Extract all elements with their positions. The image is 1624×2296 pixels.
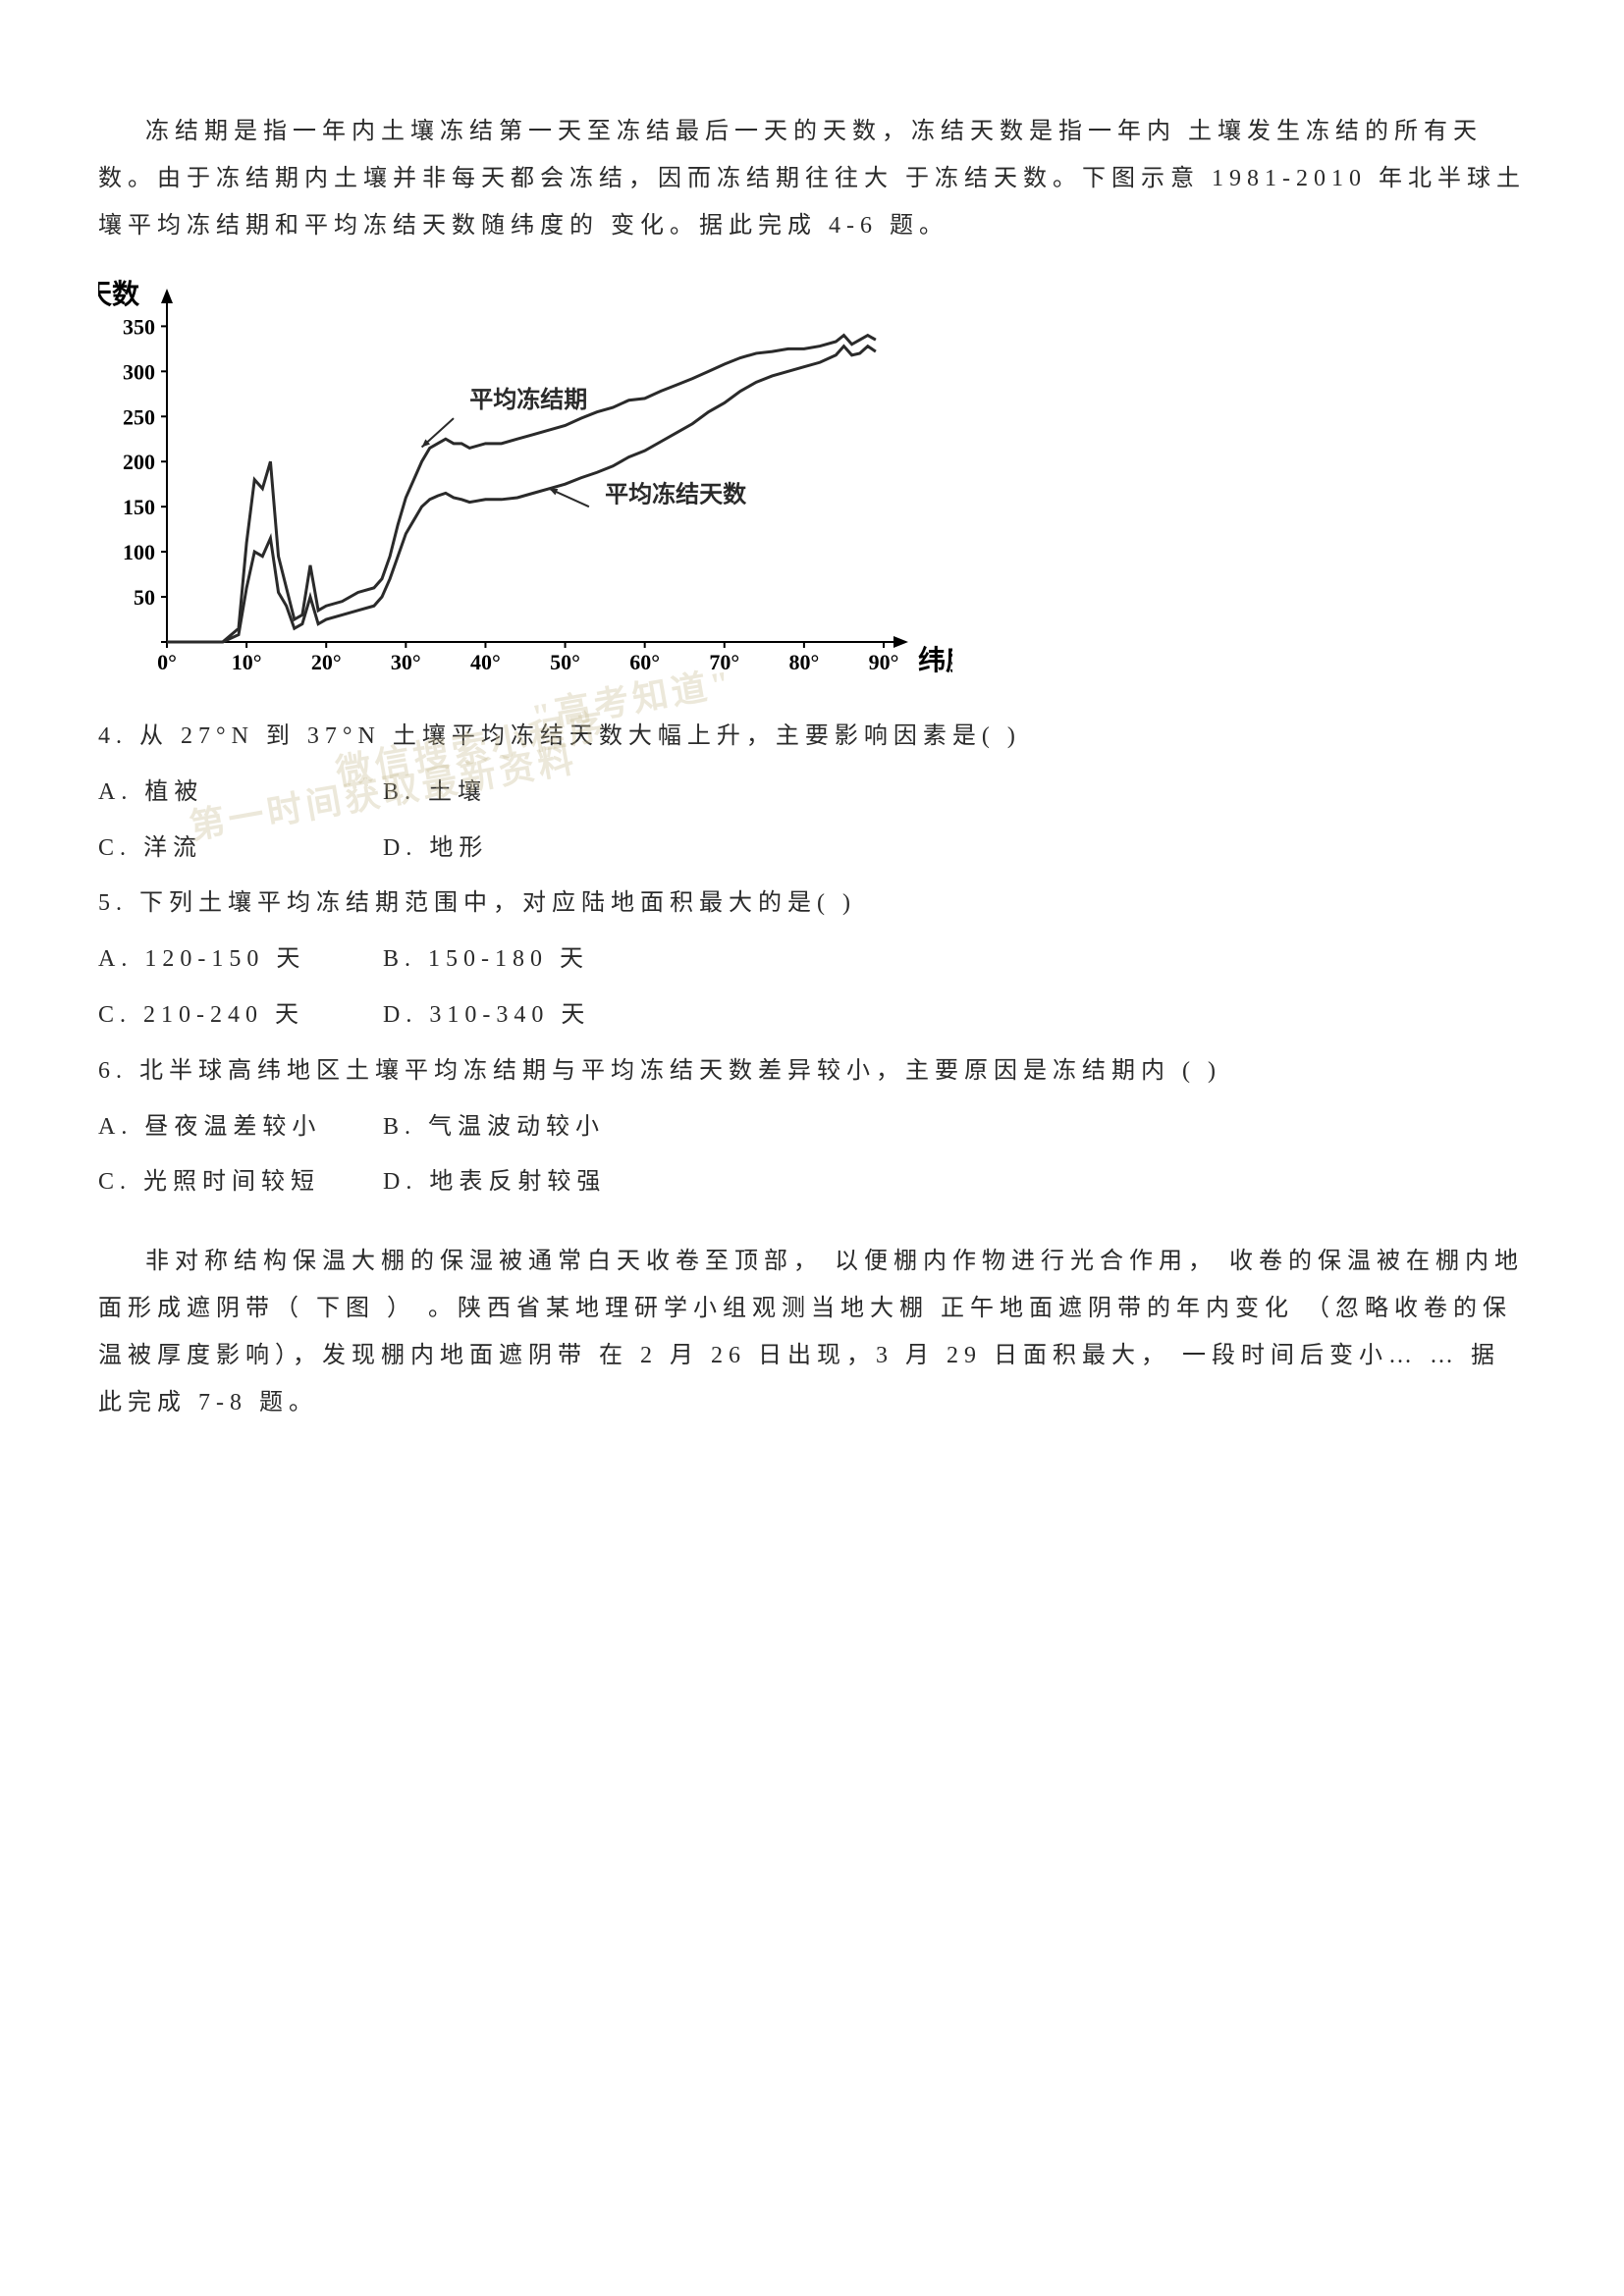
q5-optD: D. 310-340 天 — [383, 989, 590, 1041]
svg-text:80°: 80° — [788, 650, 819, 674]
q4-optA: A. 植被 — [98, 767, 353, 819]
q5-row2: C. 210-240 天 D. 310-340 天 — [98, 989, 1526, 1041]
q5-optB: B. 150-180 天 — [383, 934, 589, 986]
q4-optD: D. 地形 — [383, 823, 488, 875]
svg-text:350: 350 — [123, 314, 155, 339]
svg-text:50: 50 — [134, 585, 155, 610]
svg-text:250: 250 — [123, 404, 155, 429]
q6-optA: A. 昼夜温差较小 — [98, 1101, 353, 1153]
q6-row2: C. 光照时间较短 D. 地表反射较强 — [98, 1156, 1526, 1208]
q5-optA: A. 120-150 天 — [98, 934, 353, 986]
svg-text:40°: 40° — [470, 650, 501, 674]
watermark-region: "高考知道" 微信搜索小程序 第一时间获取最新资料 4. 从 27°N 到 37… — [98, 711, 1526, 874]
q6-optC: C. 光照时间较短 — [98, 1156, 353, 1208]
svg-text:50°: 50° — [550, 650, 580, 674]
svg-text:20°: 20° — [311, 650, 342, 674]
freeze-chart-svg: 50 100 150 200 250 300 350 0° 10° 20° 30° 40° 50° 60°… — [98, 279, 952, 691]
svg-text:60°: 60° — [629, 650, 660, 674]
intro2-text: 非对称结构保温大棚的保湿被通常白天收卷至顶部， 以便棚内作物进行光合作用， 收卷… — [98, 1238, 1526, 1426]
svg-text:纬度: 纬度 — [918, 645, 952, 676]
svg-text:天数: 天数 — [98, 279, 140, 310]
q6-optB: B. 气温波动较小 — [383, 1101, 605, 1153]
svg-text:10°: 10° — [232, 650, 262, 674]
svg-text:90°: 90° — [869, 650, 899, 674]
svg-text:200: 200 — [123, 450, 155, 474]
q4-text: 4. 从 27°N 到 37°N 土壤平均冻结天数大幅上升，主要影响因素是( ) — [98, 711, 1526, 763]
q5-text: 5. 下列土壤平均冻结期范围中，对应陆地面积最大的是( ) — [98, 878, 1526, 930]
freeze-chart: 50 100 150 200 250 300 350 0° 10° 20° 30° 40° 50° 60°… — [98, 279, 943, 691]
svg-text:0°: 0° — [157, 650, 177, 674]
q5-optC: C. 210-240 天 — [98, 989, 353, 1041]
svg-text:100: 100 — [123, 540, 155, 564]
q4-row1: A. 植被 B. 土壤 — [98, 767, 1526, 819]
svg-text:平均冻结天数: 平均冻结天数 — [605, 481, 747, 508]
q4-optC: C. 洋流 — [98, 823, 353, 875]
svg-text:70°: 70° — [709, 650, 739, 674]
q4-row2: C. 洋流 D. 地形 — [98, 823, 1526, 875]
svg-text:300: 300 — [123, 359, 155, 384]
svg-text:30°: 30° — [391, 650, 421, 674]
svg-text:150: 150 — [123, 495, 155, 519]
q5-row1: A. 120-150 天 B. 150-180 天 — [98, 934, 1526, 986]
intro-text: 冻结期是指一年内土壤冻结第一天至冻结最后一天的天数，冻结天数是指一年内 土壤发生… — [98, 108, 1526, 249]
q6-text: 6. 北半球高纬地区土壤平均冻结期与平均冻结天数差异较小，主要原因是冻结期内 (… — [98, 1045, 1526, 1097]
q6-optD: D. 地表反射较强 — [383, 1156, 606, 1208]
q4-optB: B. 土壤 — [383, 767, 487, 819]
svg-text:平均冻结期: 平均冻结期 — [469, 386, 587, 413]
q6-row1: A. 昼夜温差较小 B. 气温波动较小 — [98, 1101, 1526, 1153]
